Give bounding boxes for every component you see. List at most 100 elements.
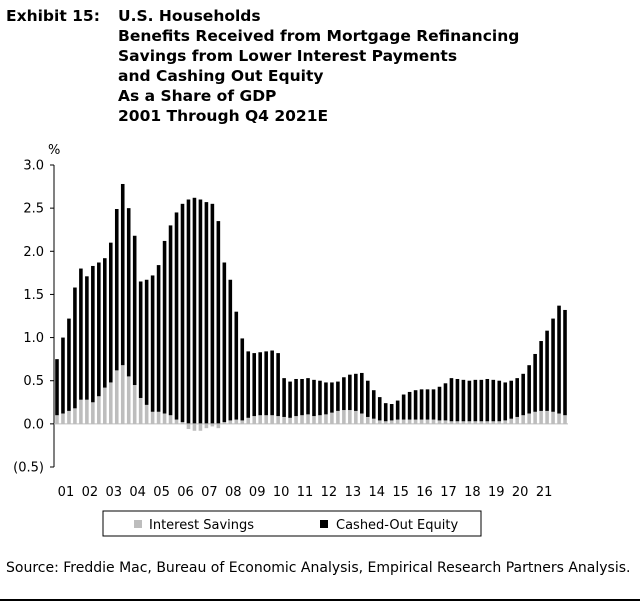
x-tick-label: 09	[249, 485, 266, 500]
bar-interest-savings	[336, 410, 340, 424]
bar-interest-savings	[228, 420, 233, 424]
bar-cashed-out-equity	[73, 287, 77, 409]
bar-cashed-out-equity	[419, 389, 424, 420]
x-tick-labels: 01 02 03 04 05 06 07 08 09 10 11 12 13 14 15 16 17 18 19 20…	[58, 485, 553, 500]
x-tick-label: 12	[321, 485, 338, 500]
bar-interest-savings	[132, 385, 137, 424]
bar-interest-savings	[497, 421, 502, 424]
bar-interest-savings	[61, 413, 65, 424]
bar-interest-savings	[342, 410, 346, 424]
y-ticks: 3.0 2.5 2.0 1.5 1.0 0.5 0.0 (0.5)	[13, 159, 54, 476]
bar-interest-savings	[425, 419, 430, 424]
bar-interest-savings	[138, 397, 143, 424]
y-tick-label: 3.0	[23, 159, 44, 174]
bar-cashed-out-equity	[449, 378, 454, 422]
bar-cashed-out-equity	[383, 403, 388, 422]
bar-cashed-out-equity	[282, 378, 286, 417]
bar-cashed-out-equity	[204, 202, 209, 424]
title-line-3: Savings from Lower Interest Payments	[118, 47, 458, 65]
x-tick-label: 10	[273, 485, 290, 500]
y-tick-label: 1.0	[23, 331, 44, 346]
bar-interest-savings	[413, 419, 418, 424]
bar-interest-savings	[431, 419, 436, 424]
bars-group	[55, 183, 567, 431]
bar-cashed-out-equity	[539, 341, 543, 411]
bar-interest-savings	[252, 416, 257, 424]
bar-interest-savings	[306, 414, 310, 424]
x-tick-label: 11	[297, 485, 314, 500]
bar-interest-savings	[389, 420, 394, 424]
bar-interest-savings	[216, 423, 221, 429]
bar-cashed-out-equity	[120, 183, 125, 366]
bar-cashed-out-equity	[85, 276, 89, 400]
bar-interest-savings	[85, 399, 89, 424]
bar-cashed-out-equity	[252, 353, 257, 417]
bar-cashed-out-equity	[216, 221, 221, 424]
bar-cashed-out-equity	[491, 379, 496, 422]
y-tick-label: 1.5	[23, 288, 44, 303]
x-tick-label: 02	[82, 485, 99, 500]
bar-interest-savings	[126, 376, 131, 424]
bar-cashed-out-equity	[138, 281, 143, 398]
title-line-1: U.S. Households	[118, 7, 261, 25]
bar-cashed-out-equity	[557, 305, 561, 414]
y-tick-label: 2.0	[23, 245, 44, 260]
bar-cashed-out-equity	[425, 389, 430, 420]
bar-interest-savings	[180, 422, 185, 424]
bar-cashed-out-equity	[180, 203, 185, 423]
bar-cashed-out-equity	[276, 353, 280, 417]
x-tick-label: 16	[416, 485, 433, 500]
bar-cashed-out-equity	[288, 381, 292, 418]
bar-interest-savings	[108, 382, 113, 424]
legend-swatch-cashed-out-equity	[320, 520, 328, 528]
bar-cashed-out-equity	[443, 383, 448, 421]
x-tick-label: 01	[58, 485, 75, 500]
bar-cashed-out-equity	[61, 337, 65, 414]
bar-interest-savings	[377, 420, 382, 424]
bar-cashed-out-equity	[545, 330, 549, 411]
bar-cashed-out-equity	[150, 275, 155, 412]
bar-cashed-out-equity	[354, 373, 358, 411]
bar-interest-savings	[144, 404, 149, 424]
bar-interest-savings	[365, 416, 370, 424]
legend-frame	[102, 510, 482, 537]
bar-cashed-out-equity	[509, 380, 514, 419]
bar-interest-savings	[545, 410, 549, 424]
bar-cashed-out-equity	[186, 199, 191, 424]
bar-interest-savings	[485, 421, 490, 424]
title-line-5: As a Share of GDP	[118, 87, 277, 105]
bar-interest-savings	[198, 423, 203, 431]
title-line-4: and Cashing Out Equity	[118, 67, 324, 85]
bar-interest-savings	[150, 411, 155, 424]
legend-label-cashed-out-equity: Cashed-Out Equity	[336, 518, 458, 533]
x-tick-label: 20	[512, 485, 529, 500]
bar-interest-savings	[515, 416, 519, 424]
bar-interest-savings	[419, 419, 424, 424]
bar-cashed-out-equity	[455, 378, 460, 422]
bar-cashed-out-equity	[144, 279, 149, 405]
bar-cashed-out-equity	[527, 365, 531, 414]
bar-interest-savings	[318, 415, 322, 424]
y-tick-label: 0.5	[23, 374, 44, 389]
title-line-6: 2001 Through Q4 2021E	[118, 107, 329, 125]
bar-cashed-out-equity	[371, 390, 376, 419]
bar-cashed-out-equity	[503, 382, 508, 421]
bar-cashed-out-equity	[515, 378, 519, 417]
bar-interest-savings	[437, 420, 442, 424]
x-tick-label: 07	[201, 485, 218, 500]
bar-cashed-out-equity	[294, 378, 298, 417]
bar-cashed-out-equity	[437, 386, 442, 421]
bar-cashed-out-equity	[336, 381, 340, 411]
x-tick-label: 06	[177, 485, 194, 500]
legend: Interest Savings Cashed-Out Equity	[102, 510, 482, 537]
bar-interest-savings	[162, 413, 167, 424]
bar-interest-savings	[73, 408, 77, 424]
x-tick-label: 17	[440, 485, 457, 500]
bar-interest-savings	[539, 410, 543, 424]
bottom-rule	[0, 599, 640, 601]
bar-cashed-out-equity	[228, 279, 233, 421]
bar-interest-savings	[276, 416, 280, 424]
bar-interest-savings	[330, 412, 334, 424]
bar-cashed-out-equity	[55, 359, 59, 416]
bar-interest-savings	[210, 423, 215, 427]
